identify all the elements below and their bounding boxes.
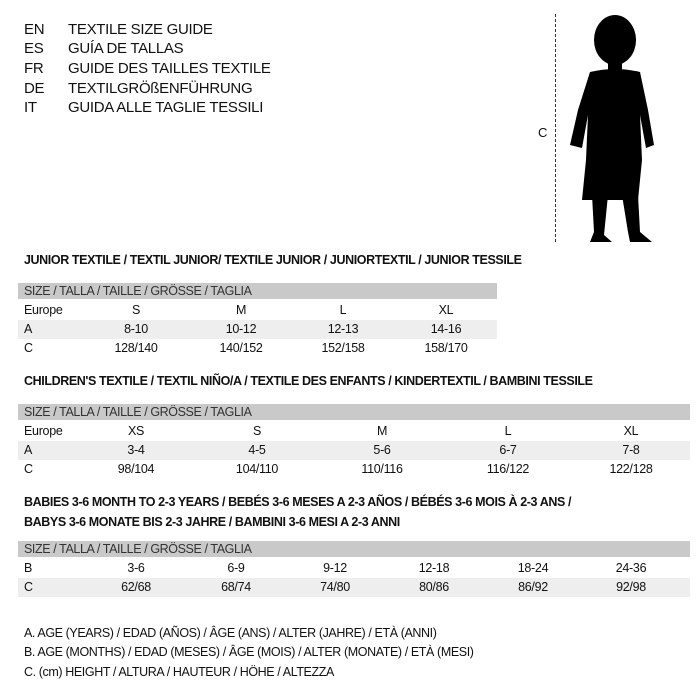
lang-title: TEXTILE SIZE GUIDE — [68, 21, 213, 38]
junior-title: JUNIOR TEXTILE / TEXTIL JUNIOR/ TEXTILE … — [24, 253, 522, 267]
note-b: B. AGE (MONTHS) / EDAD (MESES) / ÂGE (MO… — [24, 645, 474, 659]
cell: 74/80 — [320, 580, 350, 594]
cell: 6-9 — [227, 561, 245, 575]
lang-code: ES — [24, 40, 44, 57]
children-title: CHILDREN'S TEXTILE / TEXTIL NIÑO/A / TEX… — [24, 374, 593, 388]
table-row: Europe S M L XL — [18, 301, 497, 320]
cell: 5-6 — [373, 443, 391, 457]
cell: XL — [438, 303, 454, 317]
cell: 68/74 — [221, 580, 251, 594]
cell: 140/152 — [219, 341, 263, 355]
cell: L — [504, 424, 512, 438]
lang-title: GUIDE DES TAILLES TEXTILE — [68, 60, 271, 77]
cell: 12-13 — [327, 322, 359, 336]
cell: 6-7 — [499, 443, 517, 457]
cell: XL — [623, 424, 639, 438]
table-row: C 98/104 104/110 110/116 116/122 122/128 — [18, 460, 690, 479]
cell: 3-4 — [127, 443, 145, 457]
cell: 14-16 — [430, 322, 462, 336]
cell: 80/86 — [419, 580, 449, 594]
table-row: C 62/68 68/74 74/80 80/86 86/92 92/98 — [18, 578, 690, 597]
row-label: Europe — [24, 303, 63, 317]
row-label: B — [24, 561, 33, 575]
cell: 122/128 — [609, 462, 653, 476]
cell: XS — [127, 424, 145, 438]
babies-title-line1: BABIES 3-6 MONTH TO 2-3 YEARS / BEBÉS 3-… — [24, 495, 572, 509]
cell: 24-36 — [615, 561, 647, 575]
lang-title: GUIDA ALLE TAGLIE TESSILI — [68, 99, 264, 116]
row-label: A — [24, 322, 33, 336]
babies-size-header: SIZE / TALLA / TAILLE / GRÖSSE / TAGLIA — [18, 541, 690, 557]
cell: 12-18 — [418, 561, 450, 575]
cell: 128/140 — [114, 341, 158, 355]
children-size-header: SIZE / TALLA / TAILLE / GRÖSSE / TAGLIA — [18, 404, 690, 420]
height-label: C — [538, 125, 548, 140]
cell: L — [339, 303, 347, 317]
cell: M — [235, 303, 247, 317]
cell: 9-12 — [323, 561, 347, 575]
lang-code: EN — [24, 21, 45, 38]
lang-title: GUÍA DE TALLAS — [68, 40, 184, 57]
cell: 10-12 — [225, 322, 257, 336]
cell: 4-5 — [248, 443, 266, 457]
table-row: C 128/140 140/152 152/158 158/170 — [18, 339, 497, 358]
table-row: A 8-10 10-12 12-13 14-16 — [18, 320, 497, 339]
cell: 62/68 — [121, 580, 151, 594]
cell: S — [252, 424, 262, 438]
cell: 86/92 — [518, 580, 548, 594]
cell: 98/104 — [117, 462, 155, 476]
cell: 158/170 — [424, 341, 468, 355]
cell: M — [376, 424, 388, 438]
height-dashed-line — [555, 14, 556, 242]
table-row: B 3-6 6-9 9-12 12-18 18-24 24-36 — [18, 559, 690, 578]
note-c: C. (cm) HEIGHT / ALTURA / HAUTEUR / HÖHE… — [24, 665, 334, 679]
table-row: A 3-4 4-5 5-6 6-7 7-8 — [18, 441, 690, 460]
cell: 92/98 — [616, 580, 646, 594]
table-row: Europe XS S M L XL — [18, 422, 690, 441]
cell: 116/122 — [486, 462, 530, 476]
lang-title: TEXTILGRÖßENFÜHRUNG — [68, 80, 253, 97]
cell: 152/158 — [321, 341, 365, 355]
junior-size-header: SIZE / TALLA / TAILLE / GRÖSSE / TAGLIA — [18, 283, 497, 299]
row-label: Europe — [24, 424, 63, 438]
cell: 18-24 — [517, 561, 549, 575]
note-a: A. AGE (YEARS) / EDAD (AÑOS) / ÂGE (ANS)… — [24, 626, 437, 640]
lang-code: DE — [24, 80, 45, 97]
row-label: A — [24, 443, 33, 457]
babies-title-line2: BABYS 3-6 MONATE BIS 2-3 JAHRE / BAMBINI… — [24, 515, 400, 529]
cell: 8-10 — [124, 322, 148, 336]
cell: 3-6 — [127, 561, 145, 575]
row-label: C — [24, 341, 33, 355]
cell: 110/116 — [361, 462, 403, 476]
cell: S — [131, 303, 141, 317]
child-silhouette-icon — [570, 15, 654, 242]
cell: 7-8 — [622, 443, 640, 457]
lang-code: IT — [24, 99, 37, 116]
row-label: C — [24, 462, 33, 476]
lang-code: FR — [24, 60, 44, 77]
row-label: C — [24, 580, 33, 594]
cell: 104/110 — [235, 462, 279, 476]
